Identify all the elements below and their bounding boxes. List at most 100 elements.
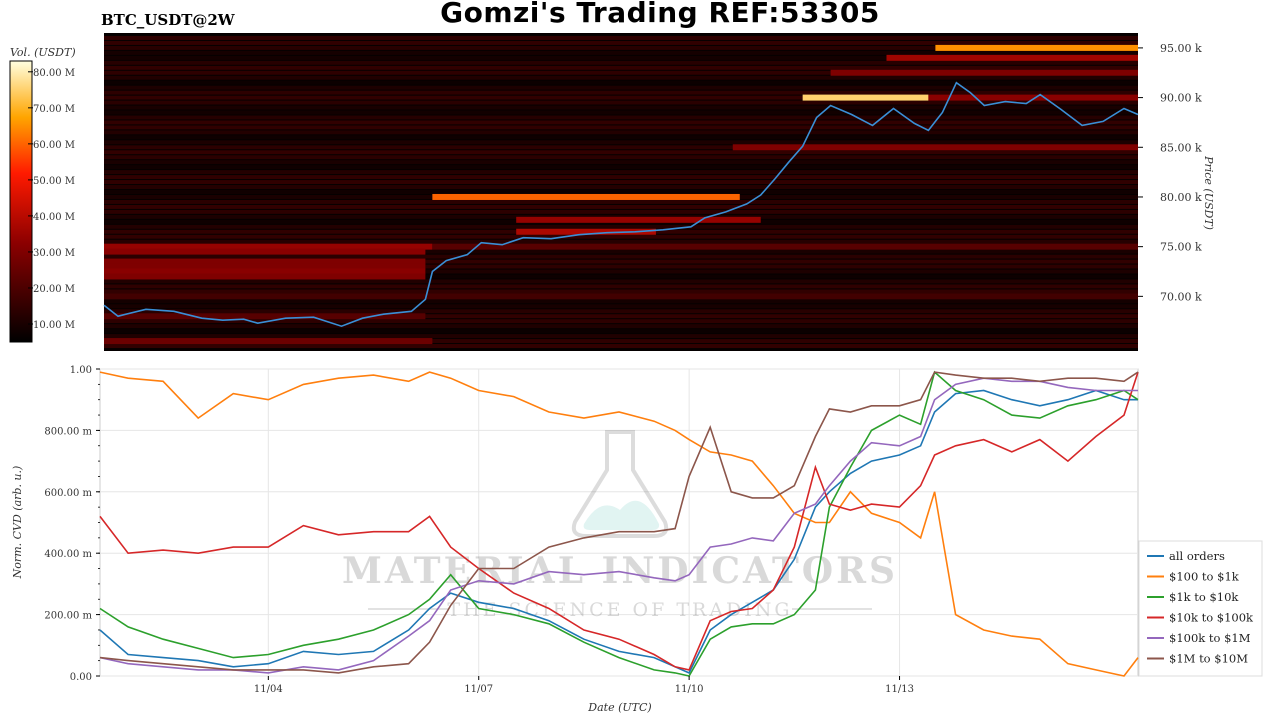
liquidity-level	[104, 338, 433, 345]
heatmap-band	[104, 115, 1138, 120]
heatmap-band	[104, 135, 1138, 140]
price-tick-label: 95.00 k	[1160, 42, 1202, 55]
liquidity-level	[104, 243, 433, 250]
heatmap-band	[104, 145, 1138, 150]
heatmap-band	[104, 324, 1138, 329]
flask-icon	[571, 430, 669, 538]
liquidity-level	[104, 268, 426, 275]
heatmap-band	[104, 160, 1138, 165]
colorbar-tick-label: 20.00 M	[33, 284, 75, 295]
heatmap-band	[104, 50, 1138, 55]
price-tick-label: 70.00 k	[1160, 290, 1202, 303]
heatmap-band	[104, 190, 1138, 194]
cvd-series-line	[99, 371, 1139, 674]
flask-liquid	[583, 500, 660, 530]
heatmap-band	[104, 185, 1138, 190]
colorbar-tick-label: 30.00 M	[33, 248, 75, 259]
cvd-y-tick-label: 200.00 m	[44, 611, 92, 622]
heatmap-band	[104, 209, 1138, 214]
page-title: Gomzi's Trading REF:53305	[440, 0, 880, 29]
price-tick-label: 80.00 k	[1160, 191, 1202, 204]
heatmap-band	[104, 329, 1138, 334]
heatmap-band	[104, 239, 1138, 244]
cvd-series-line	[99, 371, 1139, 677]
cvd-y-tick-label: 800.00 m	[44, 426, 92, 437]
liquidity-levels	[104, 44, 1138, 345]
heatmap-band	[104, 204, 1138, 209]
price-axis-ticks: 70.00 k 75.00 k 80.00 k 85.00 k 90.00 k 95.00…	[1138, 42, 1202, 303]
price-tick-label: 75.00 k	[1160, 241, 1202, 254]
heatmap-band	[104, 110, 1138, 115]
heatmap-band	[104, 150, 1138, 155]
colorbar-tick-label: 10.00 M	[33, 320, 75, 331]
legend-label: $1k to $10k	[1169, 590, 1239, 604]
legend-box	[1138, 540, 1263, 677]
cvd-gridlines	[100, 368, 1138, 677]
cvd-series-line	[99, 377, 1138, 674]
heatmap-band	[104, 155, 1138, 160]
cvd-y-axis-ticks: 0.00 200.00 m 400.00 m 600.00 m 800.00 m 1.00	[44, 365, 100, 683]
legend-label: $100k to $1M	[1169, 631, 1251, 645]
liquidity-level	[104, 248, 426, 255]
colorbar-tick-label: 70.00 M	[33, 104, 75, 115]
cvd-x-tick-label: 11/10	[675, 684, 704, 695]
heatmap-band	[104, 299, 1138, 304]
legend-label: $1M to $10M	[1169, 652, 1248, 666]
heatmap-band	[104, 289, 1138, 294]
heatmap-band	[104, 264, 1138, 269]
price-line	[103, 81, 1139, 328]
colorbar-tick-label: 80.00 M	[33, 68, 75, 79]
heatmap-band	[104, 70, 1138, 75]
heatmap-band	[104, 35, 1138, 40]
colorbar-tick-label: 60.00 M	[33, 140, 75, 151]
cvd-y-tick-label: 0.00	[70, 672, 92, 683]
heatmap-band	[104, 309, 1138, 314]
heatmap-band	[104, 125, 1138, 130]
cvd-series-line	[99, 371, 1139, 671]
heatmap-band	[104, 165, 1138, 170]
liquidity-level	[935, 44, 1138, 51]
heatmap-band	[104, 45, 1138, 50]
heatmap-band	[104, 279, 1138, 284]
heatmap-band	[104, 259, 1138, 264]
heatmap-band	[104, 40, 1138, 45]
legend: all orders $100 to $1k $1k to $10k $10k to …	[1138, 540, 1263, 677]
cvd-y-tick-label: 1.00	[70, 365, 92, 376]
liquidity-level	[432, 193, 740, 200]
liquidity-level	[432, 243, 1138, 250]
cvd-x-axis-label: Date (UTC)	[587, 701, 651, 714]
colorbar-gradient	[9, 60, 33, 343]
liquidity-level	[886, 54, 1138, 61]
liquidity-level	[802, 94, 929, 101]
heatmap-band	[104, 254, 1138, 259]
cvd-x-tick-label: 11/04	[254, 684, 283, 695]
heatmap-band	[104, 55, 1138, 60]
heatmap-band	[104, 120, 1138, 125]
heatmap-band	[104, 339, 1138, 344]
cvd-x-tick-label: 11/13	[885, 684, 914, 695]
heatmap-band	[104, 274, 1138, 279]
cvd-series-line	[99, 370, 1139, 677]
colorbar-tick-label: 40.00 M	[33, 212, 75, 223]
liquidity-level	[104, 258, 426, 265]
price-tick-label: 90.00 k	[1160, 92, 1202, 105]
heatmap-band	[104, 105, 1138, 110]
liquidity-level	[928, 94, 1138, 101]
cvd-y-tick-label: 400.00 m	[44, 549, 92, 560]
heatmap-band	[104, 175, 1138, 180]
liquidity-level	[516, 216, 761, 223]
heatmap-band	[104, 85, 1138, 90]
liquidity-level	[516, 228, 656, 235]
cvd-x-tick-label: 11/07	[464, 684, 493, 695]
heatmap-band	[104, 95, 1138, 100]
heatmap-band	[104, 80, 1138, 85]
colorbar: Vol. (USDT) 10.00 M 20.00 M 30.00 M 40.00 M…	[9, 46, 76, 343]
liquidity-level	[732, 144, 1138, 151]
heatmap-band	[104, 130, 1138, 135]
heatmap-band	[104, 75, 1138, 80]
cvd-series-line	[99, 389, 1138, 674]
heatmap-band	[104, 90, 1138, 95]
liquidity-level	[104, 313, 426, 320]
liquidity-level	[104, 273, 426, 280]
